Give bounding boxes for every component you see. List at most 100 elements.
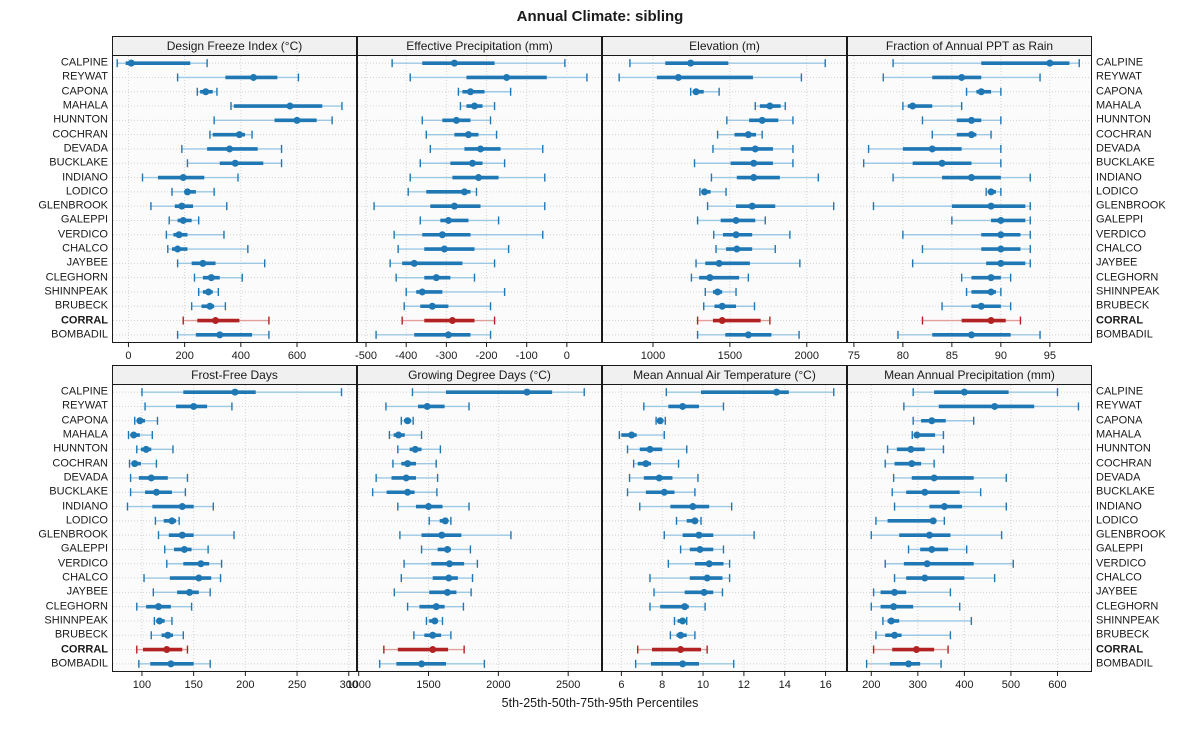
median-dot bbox=[928, 417, 936, 425]
median-dot bbox=[646, 445, 654, 453]
median-dot bbox=[163, 646, 171, 654]
median-dot bbox=[908, 460, 916, 468]
median-dot bbox=[468, 159, 476, 167]
site-label: COCHRAN bbox=[52, 457, 108, 470]
median-dot bbox=[921, 574, 929, 582]
site-label: BUCKLAKE bbox=[1096, 485, 1155, 498]
x-tick-label: 150 bbox=[184, 679, 202, 691]
panel-box: Mean Annual Precipitation (mm) bbox=[847, 365, 1092, 672]
median-dot bbox=[443, 545, 451, 553]
median-dot bbox=[190, 402, 198, 410]
x-tick-label: 80 bbox=[897, 350, 909, 362]
site-label: COCHRAN bbox=[52, 128, 108, 141]
median-dot bbox=[677, 646, 685, 654]
site-label: BUCKLAKE bbox=[49, 156, 108, 169]
site-label: COCHRAN bbox=[1096, 128, 1152, 141]
median-dot bbox=[687, 59, 695, 67]
median-dot bbox=[179, 174, 187, 182]
median-dot bbox=[477, 145, 485, 153]
panel-title: Mean Annual Air Temperature (°C) bbox=[633, 368, 816, 382]
median-dot bbox=[960, 388, 968, 396]
median-dot bbox=[696, 545, 704, 553]
median-dot bbox=[732, 216, 740, 224]
median-dot bbox=[429, 646, 437, 654]
median-dot bbox=[293, 116, 301, 124]
x-axis: 6 8 10 12 14 16 bbox=[618, 672, 832, 691]
x-tick-label: 500 bbox=[1002, 679, 1020, 691]
site-label: CALPINE bbox=[60, 56, 108, 69]
median-dot bbox=[705, 560, 713, 568]
site-label: COCHRAN bbox=[1096, 457, 1152, 470]
median-dot bbox=[130, 431, 138, 439]
median-dot bbox=[154, 603, 162, 611]
x-tick-label: 300 bbox=[340, 679, 358, 691]
site-label: VERDICO bbox=[1096, 557, 1147, 570]
median-dot bbox=[212, 317, 220, 325]
median-dot bbox=[967, 331, 975, 339]
percentile-caption: 5th-25th-50th-75th-95th Percentiles bbox=[501, 696, 699, 710]
site-label: GALEPPI bbox=[60, 542, 108, 555]
median-dot bbox=[175, 231, 183, 239]
median-dot bbox=[443, 588, 451, 596]
site-label: DEVADA bbox=[63, 142, 108, 155]
median-dot bbox=[700, 588, 708, 596]
site-label: JAYBEE bbox=[66, 256, 108, 269]
median-dot bbox=[428, 302, 436, 310]
median-dot bbox=[431, 617, 439, 625]
panel-plot bbox=[358, 385, 601, 671]
median-dot bbox=[445, 560, 453, 568]
site-label: HUNNTON bbox=[1096, 442, 1151, 455]
site-label: INDIANO bbox=[1096, 500, 1142, 513]
site-label: CHALCO bbox=[1096, 242, 1142, 255]
median-dot bbox=[450, 202, 458, 210]
median-dot bbox=[195, 574, 203, 582]
median-dot bbox=[660, 488, 668, 496]
median-dot bbox=[178, 202, 186, 210]
site-label: GALEPPI bbox=[1096, 213, 1144, 226]
panel: Design Freeze Index (°C) 0 200 400 600 bbox=[112, 36, 357, 363]
panel-strip: Mean Annual Precipitation (mm) bbox=[848, 366, 1091, 385]
median-dot bbox=[656, 417, 664, 425]
median-dot bbox=[987, 274, 995, 282]
site-label: BRUBECK bbox=[1096, 628, 1150, 641]
median-dot bbox=[470, 102, 478, 110]
x-tick-label: -300 bbox=[435, 350, 457, 362]
median-dot bbox=[991, 402, 999, 410]
site-label: SHINNPEAK bbox=[44, 285, 108, 298]
median-dot bbox=[987, 202, 995, 210]
site-label: INDIANO bbox=[62, 171, 108, 184]
x-tick-label: 90 bbox=[995, 350, 1007, 362]
panel-strip: Effective Precipitation (mm) bbox=[358, 37, 601, 56]
site-label: CLEGHORN bbox=[1096, 271, 1159, 284]
median-dot bbox=[750, 159, 758, 167]
x-tick-label: 1000 bbox=[346, 679, 370, 691]
median-dot bbox=[923, 560, 931, 568]
median-dot bbox=[912, 646, 920, 654]
median-dot bbox=[913, 431, 921, 439]
site-label: BRUBECK bbox=[1096, 299, 1150, 312]
site-label: GLENBROOK bbox=[1096, 528, 1166, 541]
x-tick-label: 0 bbox=[564, 350, 570, 362]
median-dot bbox=[503, 73, 511, 81]
median-dot bbox=[226, 145, 234, 153]
site-label: CLEGHORN bbox=[45, 600, 108, 613]
site-label: MAHALA bbox=[62, 428, 108, 441]
site-label: CAPONA bbox=[61, 85, 108, 98]
x-tick-label: 2500 bbox=[556, 679, 580, 691]
median-dot bbox=[987, 188, 995, 196]
median-dot bbox=[958, 73, 966, 81]
median-dot bbox=[418, 660, 426, 668]
x-tick-label: 1500 bbox=[416, 679, 440, 691]
median-dot bbox=[1046, 59, 1054, 67]
median-dot bbox=[395, 431, 402, 439]
panel-box: Elevation (m) bbox=[602, 36, 847, 343]
median-dot bbox=[423, 402, 431, 410]
panel-plot bbox=[603, 385, 846, 671]
x-tick-label: -400 bbox=[395, 350, 417, 362]
median-dot bbox=[164, 631, 172, 639]
x-tick-label: 200 bbox=[236, 679, 254, 691]
site-label: CALPINE bbox=[1096, 56, 1144, 69]
panel-title: Elevation (m) bbox=[689, 39, 760, 53]
median-dot bbox=[418, 288, 426, 296]
site-label: VERDICO bbox=[57, 557, 108, 570]
